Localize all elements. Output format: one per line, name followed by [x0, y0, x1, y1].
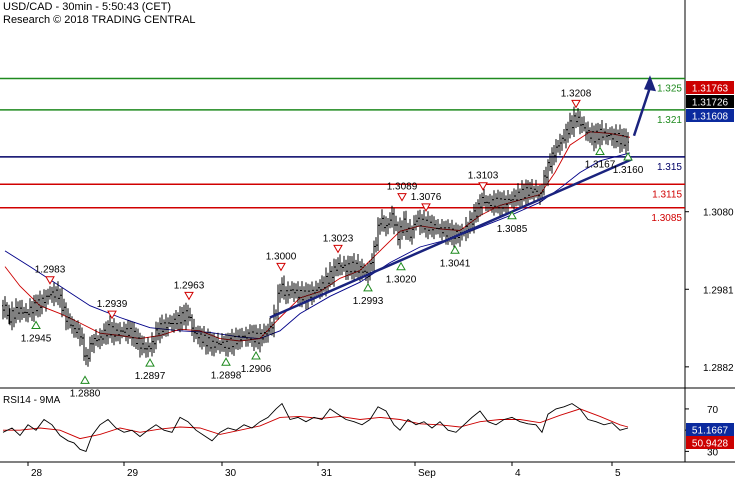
price-tag-box — [686, 81, 734, 94]
high-label: 1.3089 — [387, 182, 418, 193]
rsi-ma-line — [3, 408, 629, 440]
price-tag-box — [686, 95, 734, 108]
low-label: 1.3085 — [497, 224, 528, 235]
x-tick-label: Sep — [418, 468, 436, 479]
copyright-text: Research © 2018 TRADING CENTRAL — [3, 14, 196, 26]
level-label: 1.321 — [657, 115, 682, 126]
rsi-value-label: 50.9428 — [692, 439, 729, 450]
level-label: 1.3085 — [651, 213, 682, 224]
high-marker — [107, 310, 117, 320]
rsi-value-box — [686, 436, 734, 449]
low-label: 1.2906 — [241, 364, 272, 375]
x-tick-label: 5 — [615, 468, 621, 479]
low-marker — [623, 152, 633, 161]
level-label: 1.3115 — [652, 189, 682, 200]
low-marker — [507, 210, 517, 220]
price-tag-label: 1.31763 — [692, 84, 729, 95]
low-label: 1.2898 — [211, 370, 242, 381]
price-tag-box — [686, 109, 734, 122]
low-marker — [31, 320, 41, 329]
rsi-line — [2, 402, 629, 452]
x-tick-label: 30 — [225, 468, 237, 479]
low-label: 1.3041 — [440, 258, 471, 269]
high-marker — [571, 99, 581, 109]
chart-title: USD/CAD - 30min - 5:50:43 (CET) — [3, 1, 172, 13]
projection-arrow-line — [632, 86, 652, 137]
high-marker — [397, 193, 407, 202]
high-label: 1.2983 — [35, 265, 66, 276]
low-label: 1.3167 — [585, 160, 616, 171]
rsi-y-tick-label: 70 — [707, 405, 719, 416]
x-tick-label: 31 — [321, 468, 333, 479]
low-marker — [145, 358, 155, 367]
price-tag-label: 1.31726 — [692, 98, 729, 109]
low-label: 1.2897 — [135, 371, 166, 382]
price-panel: 1.325 1.321 1.315 1.3115 1.3085 1.3080 1.2981 1… — [0, 0, 735, 399]
ma-slow-line — [4, 152, 631, 340]
x-tick-label: 28 — [31, 468, 43, 479]
high-marker — [478, 182, 488, 191]
x-tick-label: 29 — [127, 468, 139, 479]
price-tag-label: 1.31608 — [692, 112, 729, 123]
low-label: 1.2880 — [70, 388, 101, 399]
high-label: 1.3208 — [561, 88, 592, 99]
y-tick-label: 1.2981 — [703, 285, 734, 296]
high-label: 1.3023 — [323, 233, 354, 244]
x-axis: 28 29 30 31 Sep 4 5 — [27, 462, 621, 479]
low-label: 1.2993 — [353, 296, 384, 307]
high-label: 1.3103 — [468, 171, 499, 182]
low-marker — [595, 146, 605, 156]
high-label: 1.2963 — [174, 280, 205, 291]
high-marker — [45, 276, 55, 285]
level-label: 1.315 — [657, 162, 682, 173]
low-label: 1.3160 — [613, 165, 644, 176]
low-marker — [251, 351, 261, 360]
low-marker — [221, 357, 231, 366]
low-marker — [450, 245, 460, 254]
high-marker — [276, 262, 286, 272]
high-marker — [333, 244, 343, 254]
high-marker — [184, 291, 194, 301]
x-tick-label: 4 — [515, 468, 521, 479]
high-label: 1.3076 — [411, 192, 442, 203]
low-marker — [363, 282, 373, 292]
y-tick-label: 1.3080 — [703, 208, 734, 219]
level-label: 1.325 — [657, 84, 682, 95]
trendline — [269, 158, 633, 319]
rsi-title: RSI14 - 9MA — [3, 395, 61, 406]
projection-arrowhead — [644, 75, 656, 92]
low-label: 1.3020 — [386, 275, 417, 286]
rsi-y-tick-label: 30 — [707, 447, 719, 458]
high-label: 1.2939 — [97, 299, 128, 310]
high-label: 1.3000 — [266, 251, 297, 262]
low-marker — [396, 261, 406, 271]
low-marker — [80, 375, 90, 384]
rsi-value-label: 51.1667 — [692, 426, 729, 437]
y-tick-label: 1.2882 — [703, 363, 734, 374]
high-marker — [421, 203, 431, 212]
rsi-value-box — [686, 423, 734, 436]
low-label: 1.2945 — [21, 333, 52, 344]
